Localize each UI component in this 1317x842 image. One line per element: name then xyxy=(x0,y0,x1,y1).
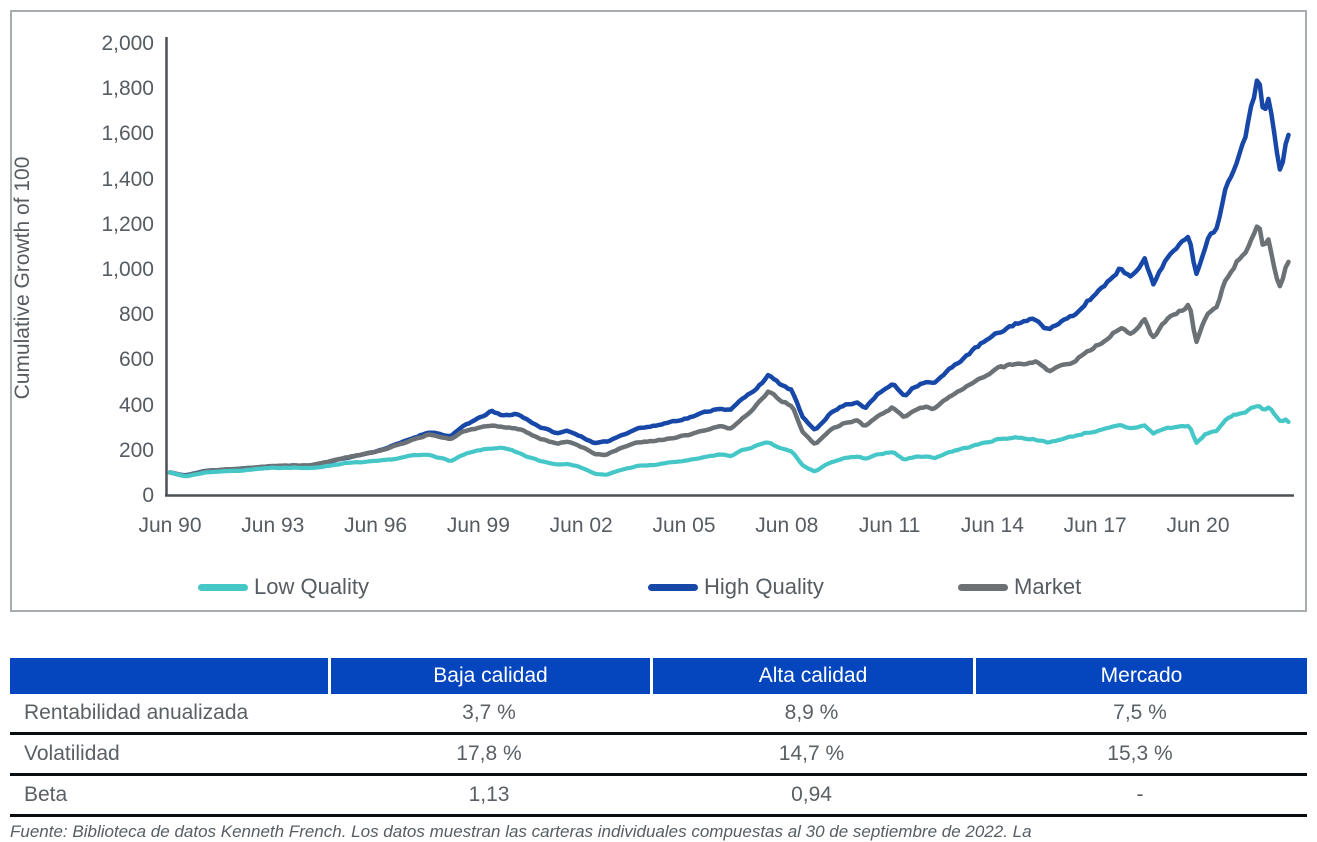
y-tick-label: 1,200 xyxy=(101,212,154,236)
x-tick-label: Jun 90 xyxy=(138,514,202,537)
legend-item-low-quality: Low Quality xyxy=(198,574,369,600)
legend-item-market: Market xyxy=(958,574,1081,600)
y-tick-label: 400 xyxy=(118,393,154,417)
table-body: Rentabilidad anualizada 3,7 % 8,9 % 7,5 % Vo… xyxy=(10,694,1307,817)
x-tick-label: Jun 11 xyxy=(858,514,921,537)
x-tick-label: Jun 20 xyxy=(1166,514,1230,537)
legend-label: High Quality xyxy=(704,574,824,599)
cell-value: 15,3 % xyxy=(1107,742,1173,765)
table-header-mercado: Mercado xyxy=(973,658,1307,694)
row-label: Volatilidad xyxy=(24,742,120,765)
x-tick-label: Jun 96 xyxy=(344,514,408,537)
cell-value: 3,7 % xyxy=(462,701,516,724)
cell-value: 14,7 % xyxy=(778,742,845,765)
series-market xyxy=(167,224,1291,478)
cell-value: 8,9 % xyxy=(784,701,839,724)
table-header-row: Baja calidad Alta calidad Mercado xyxy=(10,658,1307,694)
y-tick-label: 1,600 xyxy=(101,122,154,146)
y-tick-label: 1,400 xyxy=(101,167,154,191)
line-chart xyxy=(165,37,1294,497)
source-note: Fuente: Biblioteca de datos Kenneth Fren… xyxy=(10,822,1032,841)
y-tick-label: 200 xyxy=(118,438,154,462)
x-tick-label: Jun 93 xyxy=(241,514,305,537)
x-tick-label: Jun 17 xyxy=(1063,514,1127,537)
x-tick-label: Jun 02 xyxy=(549,514,613,537)
legend-swatch xyxy=(648,583,698,591)
y-tick-label: 800 xyxy=(118,303,154,327)
legend-swatch xyxy=(958,583,1008,591)
legend-label: Market xyxy=(1014,574,1082,599)
y-tick-label: 1,000 xyxy=(101,258,154,281)
x-tick-label: Jun 14 xyxy=(960,514,1024,537)
x-tick-label: Jun 99 xyxy=(446,514,510,537)
x-tick-label: Jun 08 xyxy=(755,514,819,537)
table-header-baja-calidad: Baja calidad xyxy=(328,658,650,694)
y-tick-label: 2,000 xyxy=(101,32,154,55)
legend-swatch xyxy=(198,583,248,591)
cell-value: 17,8 % xyxy=(456,742,522,765)
table-header-empty xyxy=(10,658,328,694)
series-low-quality xyxy=(167,404,1291,479)
cell-value: 1,13 xyxy=(468,783,510,806)
x-tick-label: Jun 05 xyxy=(652,514,716,537)
legend-label: Low Quality xyxy=(254,574,369,599)
series-high-quality xyxy=(167,78,1291,478)
cell-value: 7,5 % xyxy=(1113,701,1167,724)
row-label: Rentabilidad anualizada xyxy=(24,701,249,724)
cell-value: - xyxy=(1136,783,1144,806)
row-label: Beta xyxy=(24,783,68,806)
y-tick-label: 0 xyxy=(142,484,154,507)
table-row: Rentabilidad anualizada 3,7 % 8,9 % 7,5 % xyxy=(10,694,1307,735)
stats-table: Baja calidad Alta calidad Mercado Rentabil… xyxy=(10,658,1307,817)
chart-panel: Cumulative Growth of 100 2,000 1,800 1,600… xyxy=(10,10,1307,612)
legend-item-high-quality: High Quality xyxy=(648,574,824,600)
table-row: Volatilidad 17,8 % 14,7 % 15,3 % xyxy=(10,735,1307,776)
y-tick-label: 600 xyxy=(118,348,154,372)
cell-value: 0,94 xyxy=(791,783,832,806)
table-row: Beta 1,13 0,94 - xyxy=(10,776,1307,817)
table-header-alta-calidad: Alta calidad xyxy=(650,658,973,694)
y-tick-label: 1,800 xyxy=(101,77,154,101)
